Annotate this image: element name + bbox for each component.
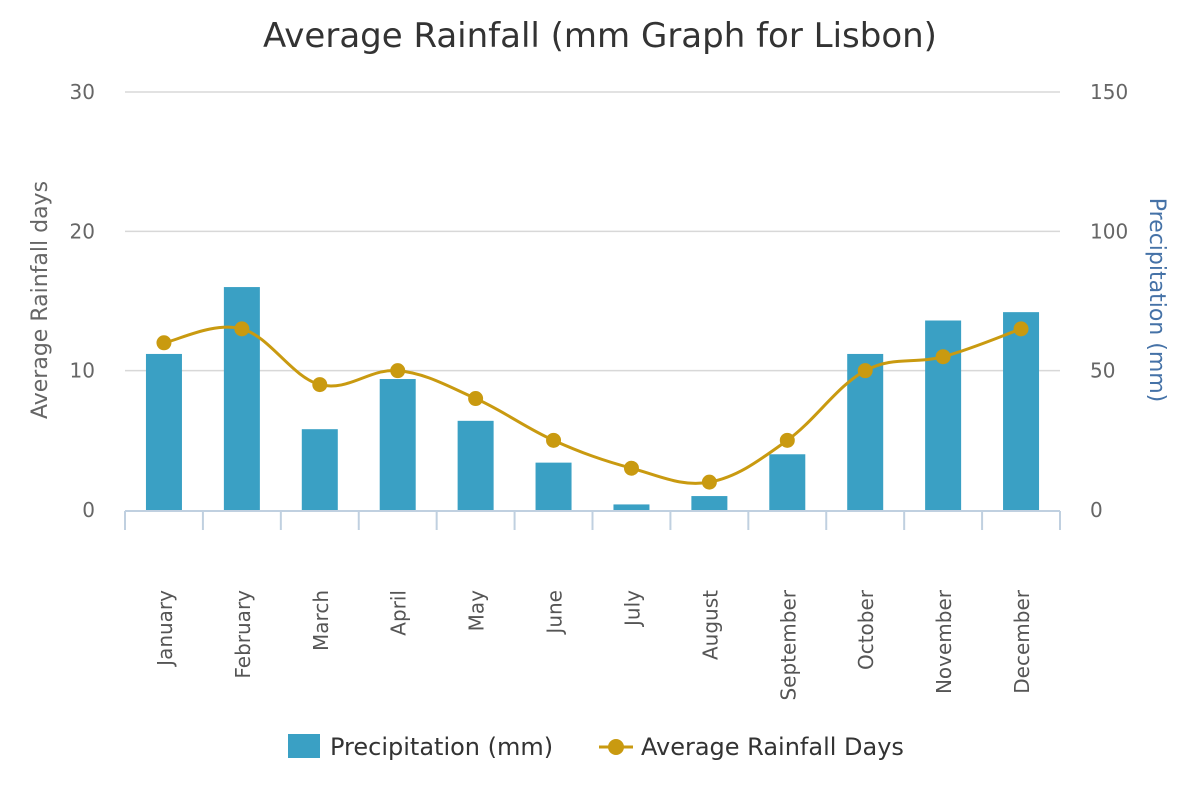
point-rainfall-days[interactable] <box>468 391 484 407</box>
x-tick-label: June <box>543 590 567 636</box>
y-right-tick-label: 0 <box>1090 498 1103 522</box>
y-right-tick-label: 50 <box>1090 359 1115 383</box>
y-axis-right-title: Precipitation (mm) <box>1144 198 1169 403</box>
bar-precipitation[interactable] <box>535 462 572 510</box>
y-right-tick-label: 150 <box>1090 80 1128 104</box>
bar-precipitation[interactable] <box>769 454 806 510</box>
bar-precipitation[interactable] <box>691 496 728 510</box>
x-tick-label: January <box>153 590 177 668</box>
y-left-tick-label: 10 <box>70 359 95 383</box>
legend-rainfall-days-label[interactable]: Average Rainfall Days <box>641 733 904 761</box>
bar-precipitation[interactable] <box>223 287 260 510</box>
x-tick-label: September <box>776 589 800 700</box>
bar-precipitation[interactable] <box>1003 312 1040 510</box>
bar-precipitation[interactable] <box>925 320 962 510</box>
point-rainfall-days[interactable] <box>779 432 795 448</box>
x-tick-label: May <box>465 590 489 632</box>
line-rainfall-days <box>163 325 1022 485</box>
y-left-tick-label: 0 <box>82 498 95 522</box>
legend-precipitation-swatch[interactable] <box>288 734 320 758</box>
point-rainfall-days[interactable] <box>935 349 951 365</box>
x-tick-label: March <box>309 590 333 651</box>
point-rainfall-days[interactable] <box>234 321 250 337</box>
point-rainfall-days[interactable] <box>156 335 172 351</box>
x-tick-label: July <box>620 590 644 628</box>
x-tick-label: April <box>387 590 411 636</box>
bar-precipitation[interactable] <box>301 429 338 510</box>
y-right-tick-label: 100 <box>1090 219 1128 243</box>
point-rainfall-days[interactable] <box>857 363 873 379</box>
bar-precipitation[interactable] <box>145 353 182 510</box>
point-rainfall-days[interactable] <box>701 474 717 490</box>
legend-rainfall-days-marker[interactable] <box>608 739 624 755</box>
point-rainfall-days[interactable] <box>390 363 406 379</box>
grid-layer <box>125 91 1060 372</box>
x-tick-label: November <box>932 589 956 694</box>
x-tick-label: December <box>1010 589 1034 693</box>
axis-layer: 0 10 20 30 0 50 100 150 January February March Apri… <box>70 80 1129 701</box>
chart-title: Average Rainfall (mm Graph for Lisbon) <box>263 16 937 56</box>
x-tick-label: October <box>854 589 878 670</box>
point-rainfall-days[interactable] <box>1013 321 1029 337</box>
y-left-tick-label: 20 <box>70 219 95 243</box>
legend: Precipitation (mm) Average Rainfall Days <box>288 733 904 761</box>
bars-layer <box>145 287 1040 510</box>
bar-precipitation[interactable] <box>457 420 494 510</box>
bar-precipitation[interactable] <box>379 379 416 510</box>
point-rainfall-days[interactable] <box>312 377 328 393</box>
y-left-tick-label: 30 <box>70 80 95 104</box>
legend-precipitation-label[interactable]: Precipitation (mm) <box>330 733 553 761</box>
x-tick-label: August <box>698 590 722 660</box>
x-tick-label: February <box>231 590 255 679</box>
line-layer <box>156 321 1029 490</box>
y-axis-left-title: Average Rainfall days <box>28 181 53 419</box>
point-rainfall-days[interactable] <box>546 432 562 448</box>
point-rainfall-days[interactable] <box>623 460 639 476</box>
bar-precipitation[interactable] <box>613 504 650 510</box>
